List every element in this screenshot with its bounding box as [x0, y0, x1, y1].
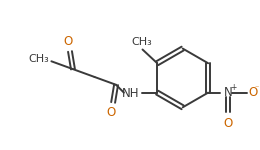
Text: +: + — [230, 83, 236, 92]
Text: ⁻: ⁻ — [254, 83, 259, 92]
Text: CH₃: CH₃ — [29, 54, 49, 64]
Text: O: O — [248, 86, 258, 99]
Text: O: O — [107, 106, 116, 119]
Text: N: N — [224, 86, 233, 99]
Text: O: O — [63, 34, 73, 48]
Text: CH₃: CH₃ — [131, 37, 152, 47]
Text: NH: NH — [122, 87, 140, 100]
Text: O: O — [223, 117, 232, 130]
